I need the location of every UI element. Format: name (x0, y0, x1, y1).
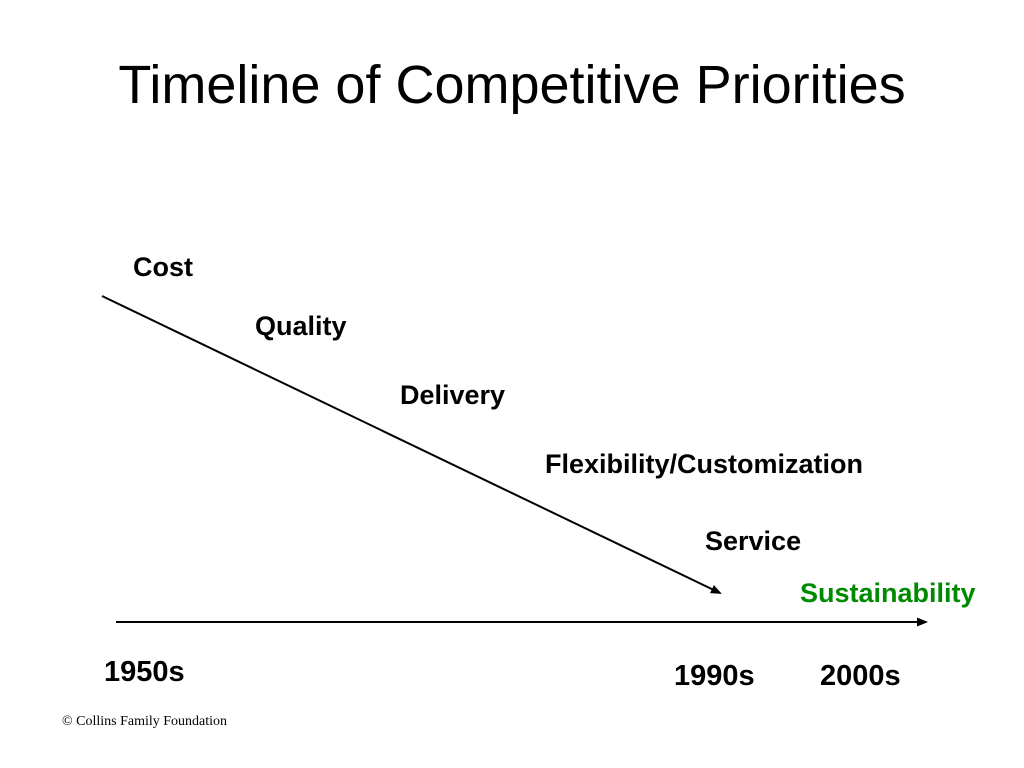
priority-label-cost: Cost (133, 252, 193, 282)
slide-title: Timeline of Competitive Priorities (118, 55, 906, 115)
year-label-1950s: 1950s (104, 656, 185, 688)
priority-label-flexibility-customization: Flexibility/Customization (545, 449, 864, 479)
year-label-2000s: 2000s (820, 660, 901, 692)
priority-label-sustainability: Sustainability (800, 578, 976, 608)
priority-label-quality: Quality (255, 311, 347, 341)
priority-label-delivery: Delivery (400, 380, 506, 410)
footer-copyright: © Collins Family Foundation (62, 714, 228, 729)
year-label-1990s: 1990s (674, 660, 755, 692)
priority-trend-arrow (101, 295, 722, 594)
priority-label-service: Service (705, 526, 802, 556)
